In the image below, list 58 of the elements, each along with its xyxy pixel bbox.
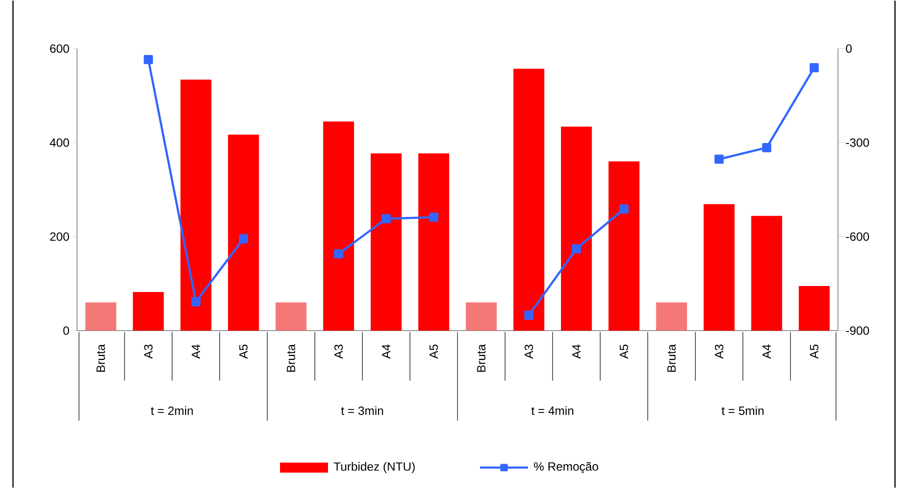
x-tick-label: A4 bbox=[192, 344, 200, 359]
y-tick-label: 400 bbox=[50, 138, 70, 147]
legend-label: % Remoção bbox=[534, 462, 598, 474]
bar bbox=[323, 121, 354, 330]
x-tick-label: A4 bbox=[572, 344, 581, 359]
point bbox=[762, 142, 772, 152]
bar bbox=[560, 126, 592, 330]
y-tick-label: 600 bbox=[50, 44, 70, 53]
x-tick-label: A5 bbox=[620, 344, 628, 359]
bar bbox=[704, 204, 735, 330]
bar bbox=[656, 302, 687, 330]
y2-tick-label: -600 bbox=[846, 232, 869, 241]
x-tick-label: A5 bbox=[430, 344, 438, 359]
y2-tick-label: 0 bbox=[846, 44, 852, 53]
bar bbox=[751, 216, 782, 330]
x-tick-label: A3 bbox=[524, 344, 534, 359]
x-tick-label: Bruta bbox=[286, 344, 296, 372]
x-tick-label: A3 bbox=[144, 344, 153, 359]
x-tick-label: A5 bbox=[810, 344, 818, 359]
x-tick-label: A4 bbox=[382, 344, 390, 359]
x-tick-label: A4 bbox=[762, 344, 771, 359]
bar bbox=[418, 153, 450, 330]
bar bbox=[798, 286, 830, 330]
text: t = 5min bbox=[722, 406, 764, 415]
bar bbox=[276, 302, 306, 330]
text: t = 4min bbox=[531, 406, 574, 415]
y-tick-label: 0 bbox=[63, 326, 70, 335]
x-tick-label: Bruta bbox=[477, 344, 486, 372]
x-tick-label: A5 bbox=[239, 344, 248, 359]
legend-label: Turbidez (NTU) bbox=[334, 462, 415, 474]
y2-tick-label: -900 bbox=[846, 326, 869, 335]
bar bbox=[608, 161, 640, 330]
point bbox=[524, 310, 534, 320]
point bbox=[144, 54, 153, 64]
y2-tick-label: -300 bbox=[846, 138, 869, 147]
x-tick-label: Bruta bbox=[667, 344, 676, 372]
point bbox=[238, 234, 248, 244]
text: t = 3min bbox=[341, 406, 384, 415]
bar bbox=[132, 292, 164, 330]
point bbox=[572, 244, 581, 254]
x-tick-label: A3 bbox=[334, 344, 343, 359]
bar bbox=[513, 68, 544, 330]
point bbox=[619, 204, 629, 214]
point bbox=[191, 297, 200, 306]
bar bbox=[180, 80, 212, 330]
point bbox=[714, 154, 724, 164]
point bbox=[429, 212, 438, 222]
bar bbox=[228, 134, 259, 330]
x-tick-label: Bruta bbox=[96, 344, 105, 372]
point bbox=[382, 214, 391, 224]
point bbox=[810, 63, 819, 72]
bar bbox=[85, 302, 116, 330]
bar bbox=[370, 153, 402, 330]
bar bbox=[466, 302, 497, 330]
y-tick-label: 200 bbox=[50, 232, 70, 241]
point bbox=[334, 249, 344, 258]
text: t = 2min bbox=[150, 406, 193, 415]
x-tick-label: A3 bbox=[714, 344, 724, 359]
